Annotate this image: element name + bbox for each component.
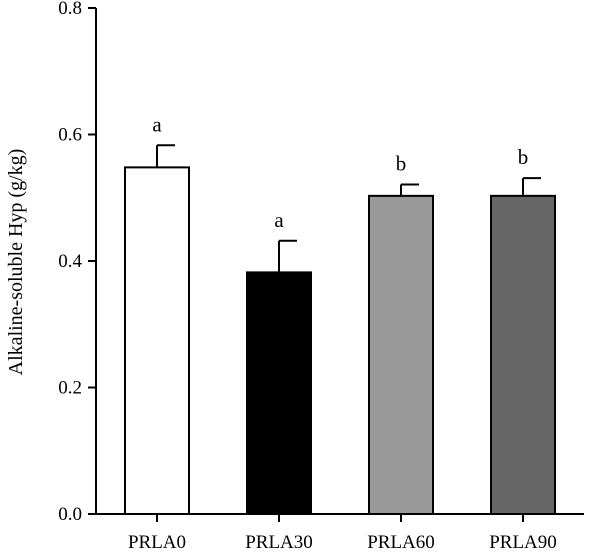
bar-prla60 xyxy=(368,194,434,515)
y-tick-label: 0.0 xyxy=(58,504,82,525)
x-axis: PRLA0 PRLA30 PRLA60 PRLA90 xyxy=(96,513,584,553)
x-tick-label: PRLA90 xyxy=(489,532,557,553)
y-tick-label: 0.2 xyxy=(58,378,82,399)
y-tick-label: 0.8 xyxy=(58,0,82,19)
bar-prla90 xyxy=(490,194,556,515)
x-tick-label: PRLA30 xyxy=(245,532,313,553)
x-tick-label: PRLA0 xyxy=(128,532,186,553)
x-tick-label: PRLA60 xyxy=(367,532,435,553)
bar-prla30 xyxy=(246,271,312,516)
significance-labels: a a b b xyxy=(152,112,528,232)
y-axis-title: Alkaline-soluble Hyp (g/kg) xyxy=(5,149,27,376)
y-axis: 0.0 0.2 0.4 0.6 0.8 xyxy=(58,0,97,525)
significance-letter: b xyxy=(518,145,529,169)
y-tick-label: 0.6 xyxy=(58,125,82,146)
significance-letter: b xyxy=(396,151,407,175)
y-tick-label: 0.4 xyxy=(58,251,82,272)
bar-prla0 xyxy=(124,166,190,515)
significance-letter: a xyxy=(274,208,284,232)
significance-letter: a xyxy=(152,112,162,136)
error-bars xyxy=(156,144,541,273)
bars xyxy=(124,166,556,516)
